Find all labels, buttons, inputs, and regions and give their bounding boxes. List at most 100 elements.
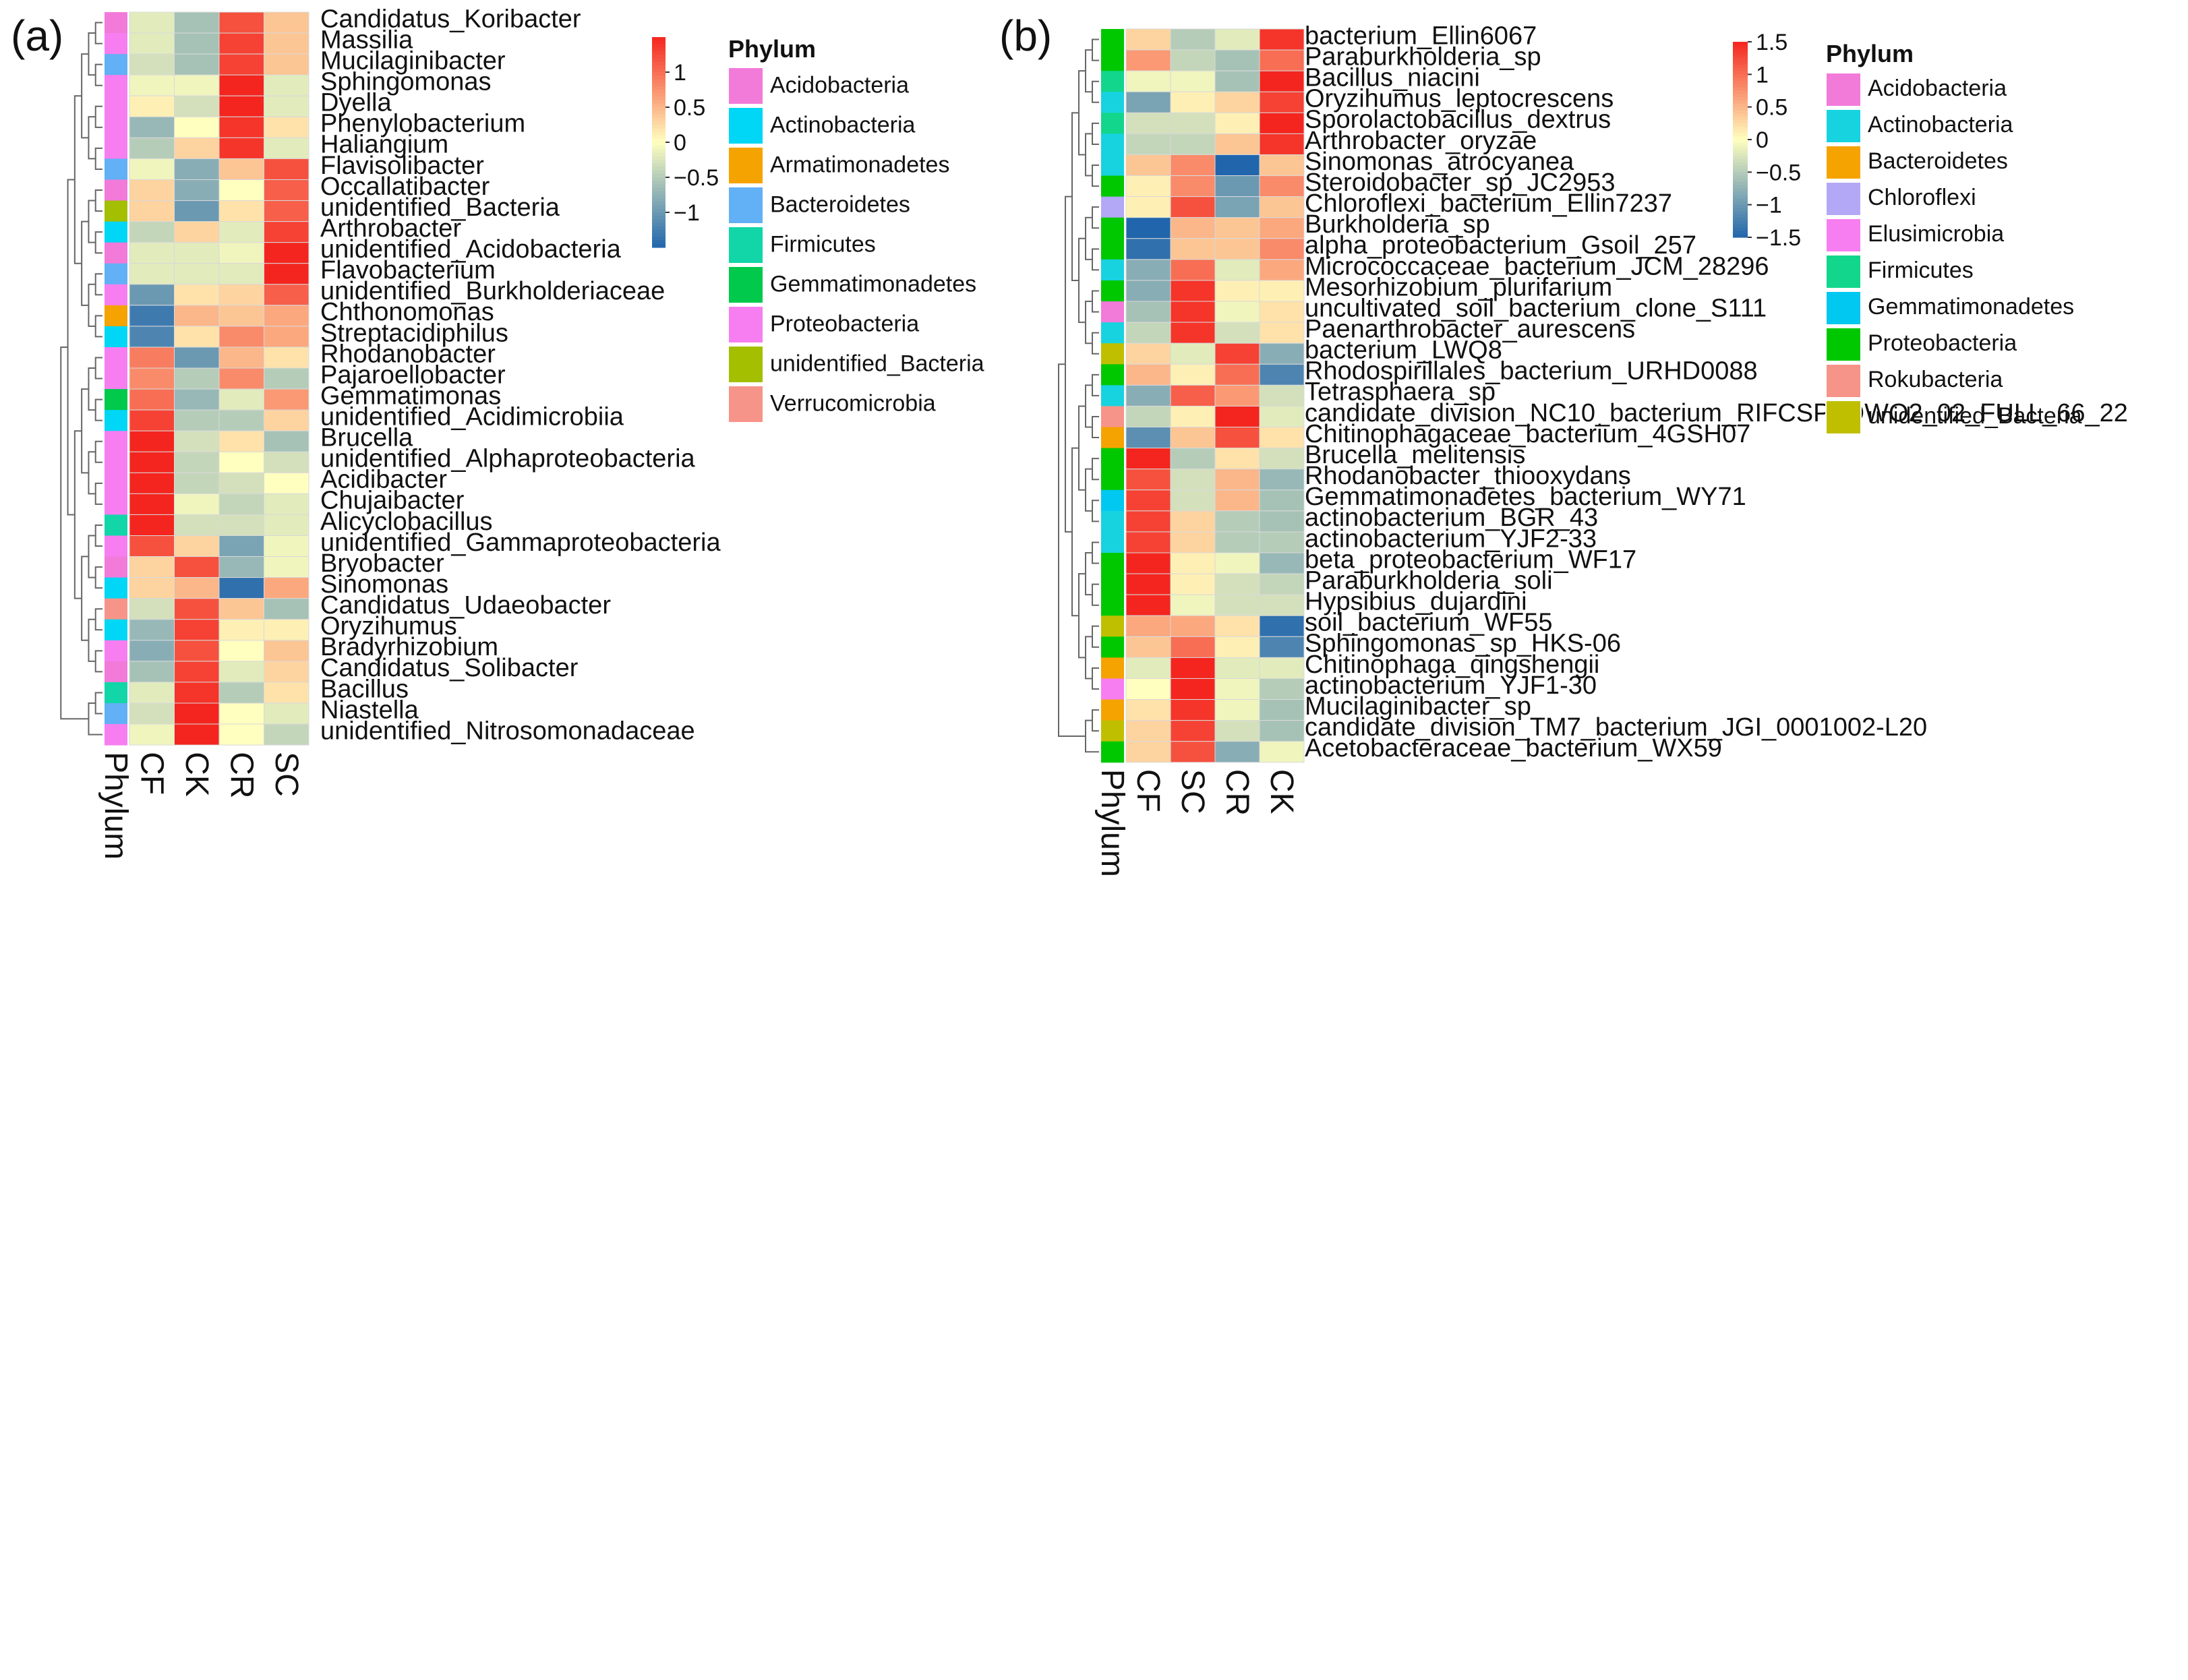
heatmap-cell xyxy=(1170,448,1216,470)
heatmap-cell xyxy=(264,493,309,515)
heatmap-cell xyxy=(129,430,175,452)
row-label: Mucilaginibacter_sp xyxy=(1305,692,1531,721)
heatmap-cell xyxy=(218,263,264,285)
heatmap-cell xyxy=(1259,510,1305,533)
heatmap-cell xyxy=(1170,510,1216,533)
color-scale-segment xyxy=(1733,224,1748,229)
heatmap-cell xyxy=(218,242,264,264)
heatmap-cell xyxy=(174,284,220,306)
row-label: Bryobacter xyxy=(320,549,444,578)
heatmap-cell xyxy=(218,682,264,704)
heatmap-cell xyxy=(264,619,309,641)
heatmap-cell xyxy=(264,305,309,327)
phylum-annotation-cell xyxy=(1101,616,1124,637)
phylum-annotation-cell xyxy=(1101,448,1124,470)
legend-item-label: Actinobacteria xyxy=(770,112,916,138)
color-scale-segment xyxy=(652,202,666,206)
color-scale-segment xyxy=(652,222,666,227)
heatmap-cell xyxy=(174,179,220,202)
heatmap-cell xyxy=(264,640,309,662)
heatmap-cell xyxy=(218,723,264,746)
row-label: Massilia xyxy=(320,26,413,54)
heatmap-cell xyxy=(218,158,264,180)
heatmap-cell xyxy=(1125,363,1171,386)
panel-b-cells xyxy=(1125,28,1305,763)
row-label: Rhodospirillales_bacterium_URHD0088 xyxy=(1305,357,1758,386)
color-scale-segment xyxy=(652,212,666,216)
row-label: Paraburkholderia_soli xyxy=(1305,566,1553,595)
phylum-annotation-cell xyxy=(105,702,127,725)
heatmap-cell xyxy=(1214,301,1260,323)
color-scale-segment xyxy=(1733,136,1748,140)
heatmap-cell xyxy=(1170,175,1216,198)
heatmap-cell xyxy=(1125,510,1171,533)
heatmap-cell xyxy=(218,326,264,348)
dendrogram-branch xyxy=(88,32,96,76)
row-label: Bradyrhizobium xyxy=(320,633,498,661)
color-scale-segment xyxy=(1733,67,1748,72)
panel-b-dendrogram xyxy=(1058,38,1099,753)
phylum-annotation-cell xyxy=(105,661,127,683)
heatmap-cell xyxy=(129,179,175,202)
legend-swatch xyxy=(1825,327,1862,362)
color-scale-segment xyxy=(652,219,666,224)
color-scale-segment xyxy=(1733,120,1748,124)
heatmap-cell xyxy=(174,200,220,222)
heatmap-cell xyxy=(129,200,175,222)
heatmap-cell xyxy=(174,263,220,285)
color-scale-segment xyxy=(1733,97,1748,101)
color-scale-segment xyxy=(652,44,666,49)
heatmap-cell xyxy=(264,326,309,348)
heatmap-cell xyxy=(264,284,309,306)
heatmap-cell xyxy=(129,451,175,473)
heatmap-cell xyxy=(1125,154,1171,177)
heatmap-cell xyxy=(129,367,175,390)
phylum-annotation-cell xyxy=(105,347,127,369)
row-label: Chloroflexi_bacterium_Ellin7237 xyxy=(1305,189,1672,218)
legend-swatch xyxy=(1825,145,1862,180)
color-scale-segment xyxy=(652,82,666,87)
heatmap-cell xyxy=(129,514,175,537)
color-scale-segment xyxy=(1733,55,1748,59)
color-scale-segment xyxy=(1733,126,1748,131)
heatmap-cell xyxy=(1170,573,1216,595)
heatmap-cell xyxy=(129,32,175,55)
heatmap-cell xyxy=(1170,49,1216,71)
color-scale-segment xyxy=(1733,61,1748,65)
heatmap-cell xyxy=(1170,342,1216,365)
heatmap-cell xyxy=(1125,720,1171,742)
heatmap-cell xyxy=(174,95,220,117)
phylum-annotation-cell xyxy=(1101,720,1124,742)
phylum-annotation-cell xyxy=(1101,678,1124,700)
heatmap-cell xyxy=(1125,489,1171,512)
heatmap-cell xyxy=(1125,657,1171,679)
phylum-annotation-cell xyxy=(1101,259,1124,281)
phylum-annotation-cell xyxy=(1101,469,1124,491)
heatmap-cell xyxy=(174,326,220,348)
color-scale-segment xyxy=(652,149,666,154)
phylum-annotation-cell xyxy=(105,473,127,494)
heatmap-cell xyxy=(129,640,175,662)
heatmap-cell xyxy=(264,158,309,180)
heatmap-cell xyxy=(129,74,175,96)
row-label: Oryzihumus xyxy=(320,612,457,640)
color-scale-segment xyxy=(1733,113,1748,117)
color-scale-segment xyxy=(1733,81,1748,85)
color-scale-segment xyxy=(652,237,666,241)
panel-b-phylum-legend: Phylum Acidobacteria Actinobacteria Bactero… xyxy=(1825,40,2082,435)
phylum-annotation-cell xyxy=(105,284,127,306)
phylum-annotation-cell xyxy=(105,452,127,473)
heatmap-cell xyxy=(218,430,264,452)
color-scale-segment xyxy=(1733,146,1748,150)
heatmap-cell xyxy=(1259,448,1305,470)
color-scale-segment xyxy=(652,51,666,55)
dendrogram-branch xyxy=(88,367,96,411)
color-scale-segment xyxy=(1733,181,1748,186)
heatmap-cell xyxy=(218,221,264,243)
heatmap-cell xyxy=(264,242,309,264)
legend-swatch xyxy=(728,226,764,264)
dendrogram-branch xyxy=(81,556,89,641)
phylum-annotation-cell xyxy=(105,410,127,431)
column-label: SC xyxy=(1175,769,1210,814)
color-scale-segment xyxy=(1733,188,1748,192)
